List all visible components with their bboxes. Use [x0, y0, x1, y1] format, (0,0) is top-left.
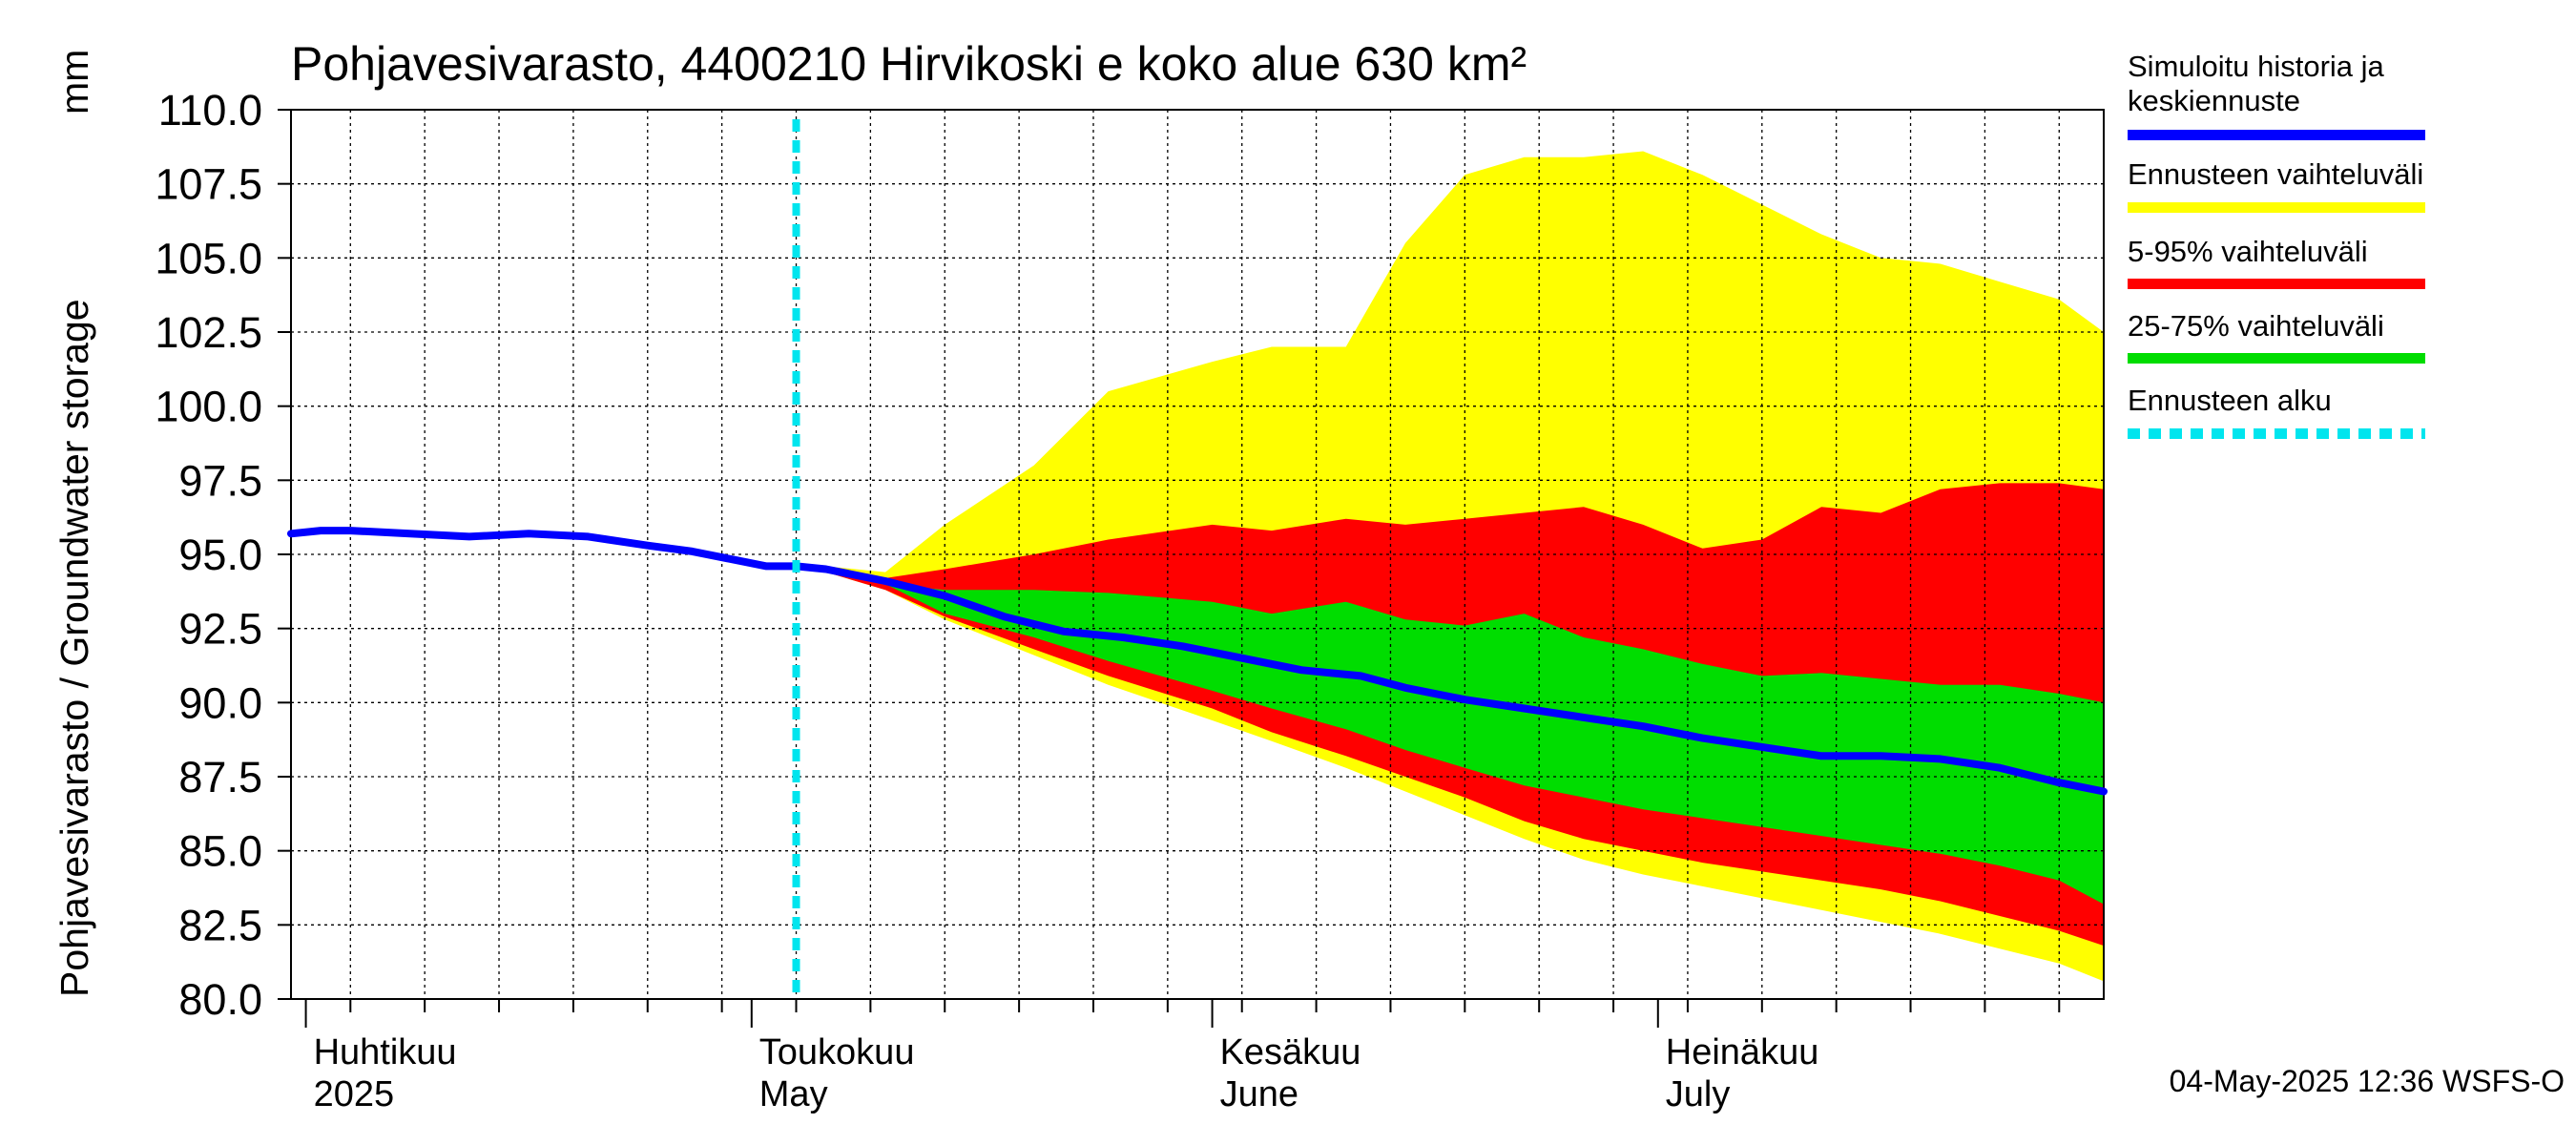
- x-tick-label-fi: Huhtikuu: [314, 1032, 457, 1072]
- legend-label-simulated: Simuloitu historia ja keskiennuste: [2128, 50, 2414, 118]
- legend-label-simulated-text: Simuloitu historia ja keskiennuste: [2128, 50, 2384, 117]
- legend-swatch-25-75: [2128, 353, 2425, 364]
- legend-swatch-full-range: [2128, 202, 2425, 213]
- chart-title: Pohjavesivarasto, 4400210 Hirvikoski e k…: [291, 37, 1527, 91]
- legend-swatch-simulated: [2128, 130, 2425, 140]
- y-tick-label: 102.5: [155, 308, 262, 357]
- x-tick-label-en: 2025: [314, 1074, 395, 1114]
- y-tick-label: 100.0: [155, 383, 262, 431]
- y-tick-label: 87.5: [178, 753, 262, 802]
- y-tick-label: 97.5: [178, 456, 262, 505]
- y-tick-label: 110.0: [158, 86, 262, 135]
- x-tick-label-fi: Kesäkuu: [1220, 1032, 1361, 1072]
- timestamp: 04-May-2025 12:36 WSFS-O: [2169, 1064, 2565, 1098]
- y-tick-label: 95.0: [178, 531, 262, 579]
- x-tick-label-fi: Heinäkuu: [1666, 1032, 1819, 1072]
- grid-lines: [290, 109, 2105, 1000]
- x-tick-label-fi: Toukokuu: [759, 1032, 915, 1072]
- y-tick-labels: 110.0 107.5 105.0 102.5 100.0 97.5 95.0 92.5 90.…: [155, 86, 262, 1024]
- band-25-75: [796, 563, 2104, 905]
- forecast-bands: [796, 151, 2104, 982]
- legend-label-5-95: 5-95% vaihteluväli: [2128, 235, 2368, 268]
- legend-label-full-range: Ennusteen vaihteluväli: [2128, 157, 2424, 191]
- x-tick-label-en: May: [759, 1074, 828, 1114]
- mean-forecast-line: [287, 527, 2108, 796]
- series-lines: [287, 119, 2108, 999]
- y-tick-label: 92.5: [178, 605, 262, 654]
- y-axis-unit: mm: [52, 50, 96, 114]
- legend-label-25-75: 25-75% vaihteluväli: [2128, 309, 2384, 343]
- y-tick-label: 105.0: [155, 234, 262, 282]
- x-tick-label-en: June: [1220, 1074, 1298, 1114]
- legend-swatch-5-95: [2128, 279, 2425, 289]
- y-tick-label: 90.0: [178, 678, 262, 727]
- y-tick-label: 82.5: [178, 901, 262, 949]
- legend-swatch-forecast-start: [2128, 428, 2425, 439]
- x-tick-label-en: July: [1666, 1074, 1731, 1114]
- y-axis-label: Pohjavesivarasto / Groundwater storage: [52, 299, 96, 997]
- y-tick-label: 85.0: [178, 827, 262, 876]
- legend-label-forecast-start: Ennusteen alku: [2128, 384, 2332, 417]
- axis-ticks: [278, 109, 2061, 1028]
- y-tick-label: 107.5: [155, 160, 262, 209]
- y-tick-label: 80.0: [178, 975, 262, 1024]
